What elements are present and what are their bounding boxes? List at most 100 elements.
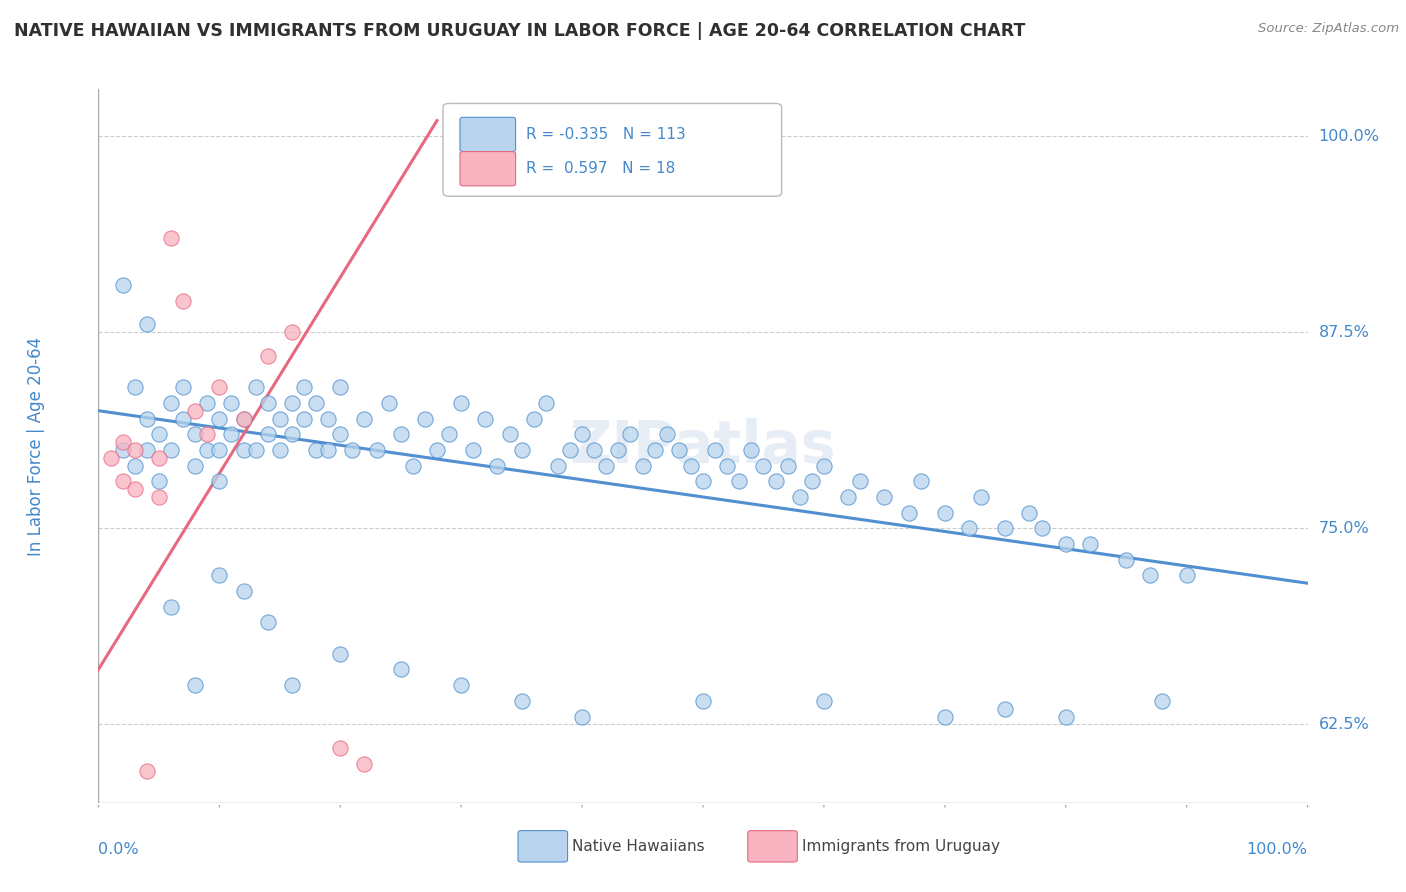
Point bbox=[583, 442, 606, 457]
Point bbox=[184, 678, 207, 692]
Point bbox=[135, 318, 157, 332]
Point bbox=[148, 490, 170, 504]
Point bbox=[305, 396, 328, 410]
Text: 100.0%: 100.0% bbox=[1247, 842, 1308, 856]
Point bbox=[498, 427, 520, 442]
Point bbox=[849, 475, 872, 489]
Point bbox=[256, 349, 278, 363]
Point bbox=[1054, 537, 1077, 551]
Point bbox=[607, 442, 630, 457]
Point bbox=[716, 458, 738, 473]
Text: 87.5%: 87.5% bbox=[1319, 325, 1369, 340]
Point bbox=[353, 411, 375, 425]
Point bbox=[292, 380, 315, 394]
Point bbox=[184, 403, 207, 417]
Point bbox=[160, 442, 183, 457]
Point bbox=[655, 427, 678, 442]
Point bbox=[789, 490, 811, 504]
Text: R =  0.597   N = 18: R = 0.597 N = 18 bbox=[526, 161, 676, 177]
Point bbox=[148, 450, 170, 465]
Point bbox=[800, 475, 823, 489]
Point bbox=[281, 678, 304, 692]
Text: In Labor Force | Age 20-64: In Labor Force | Age 20-64 bbox=[27, 336, 45, 556]
Point bbox=[910, 475, 932, 489]
Point bbox=[450, 396, 472, 410]
Point bbox=[1115, 552, 1137, 566]
Point bbox=[281, 326, 304, 340]
FancyBboxPatch shape bbox=[748, 830, 797, 862]
Point bbox=[232, 411, 254, 425]
Point bbox=[692, 694, 714, 708]
Point bbox=[269, 442, 291, 457]
Point bbox=[208, 380, 231, 394]
Point bbox=[281, 427, 304, 442]
Point bbox=[221, 396, 243, 410]
Point bbox=[124, 482, 146, 496]
Text: 75.0%: 75.0% bbox=[1319, 521, 1369, 536]
Point bbox=[873, 490, 896, 504]
Point bbox=[111, 442, 134, 457]
Point bbox=[184, 427, 207, 442]
Point bbox=[897, 506, 920, 520]
Point bbox=[389, 427, 412, 442]
Point bbox=[208, 442, 231, 457]
Point bbox=[172, 380, 194, 394]
Text: 100.0%: 100.0% bbox=[1319, 128, 1379, 144]
Point bbox=[957, 521, 980, 535]
Point bbox=[111, 278, 134, 293]
Point bbox=[668, 442, 690, 457]
Point bbox=[994, 521, 1017, 535]
Point bbox=[486, 458, 509, 473]
Point bbox=[172, 293, 194, 308]
Point bbox=[160, 599, 183, 614]
Point bbox=[195, 427, 218, 442]
Point bbox=[329, 740, 352, 755]
Point bbox=[232, 442, 254, 457]
Point bbox=[426, 442, 449, 457]
Point bbox=[523, 411, 546, 425]
Point bbox=[402, 458, 425, 473]
Point bbox=[728, 475, 751, 489]
Point bbox=[679, 458, 702, 473]
Point bbox=[994, 702, 1017, 716]
Point bbox=[172, 411, 194, 425]
Point bbox=[316, 411, 339, 425]
Point bbox=[184, 458, 207, 473]
Point bbox=[281, 396, 304, 410]
Point bbox=[450, 678, 472, 692]
Point bbox=[124, 442, 146, 457]
Point bbox=[208, 411, 231, 425]
Point bbox=[377, 396, 399, 410]
Text: 0.0%: 0.0% bbox=[98, 842, 139, 856]
Point bbox=[342, 442, 364, 457]
Point bbox=[534, 396, 557, 410]
Point bbox=[208, 568, 231, 582]
Point bbox=[232, 411, 254, 425]
Text: Source: ZipAtlas.com: Source: ZipAtlas.com bbox=[1258, 22, 1399, 36]
Text: R = -0.335   N = 113: R = -0.335 N = 113 bbox=[526, 127, 686, 142]
Text: Immigrants from Uruguay: Immigrants from Uruguay bbox=[803, 838, 1000, 854]
Point bbox=[329, 647, 352, 661]
Text: ZIPatlas: ZIPatlas bbox=[569, 417, 837, 475]
Point bbox=[389, 663, 412, 677]
Point bbox=[571, 709, 593, 723]
Point bbox=[1078, 537, 1101, 551]
Point bbox=[160, 396, 183, 410]
Point bbox=[813, 694, 835, 708]
Point bbox=[692, 475, 714, 489]
Point bbox=[232, 584, 254, 599]
FancyBboxPatch shape bbox=[460, 118, 516, 152]
Point bbox=[752, 458, 775, 473]
Point bbox=[510, 694, 533, 708]
Point bbox=[644, 442, 666, 457]
Point bbox=[111, 475, 134, 489]
Point bbox=[135, 411, 157, 425]
Point bbox=[1139, 568, 1161, 582]
FancyBboxPatch shape bbox=[460, 152, 516, 186]
Point bbox=[595, 458, 617, 473]
Point bbox=[740, 442, 762, 457]
Point bbox=[195, 396, 218, 410]
Point bbox=[135, 442, 157, 457]
Text: Native Hawaiians: Native Hawaiians bbox=[572, 838, 704, 854]
Point bbox=[256, 615, 278, 630]
